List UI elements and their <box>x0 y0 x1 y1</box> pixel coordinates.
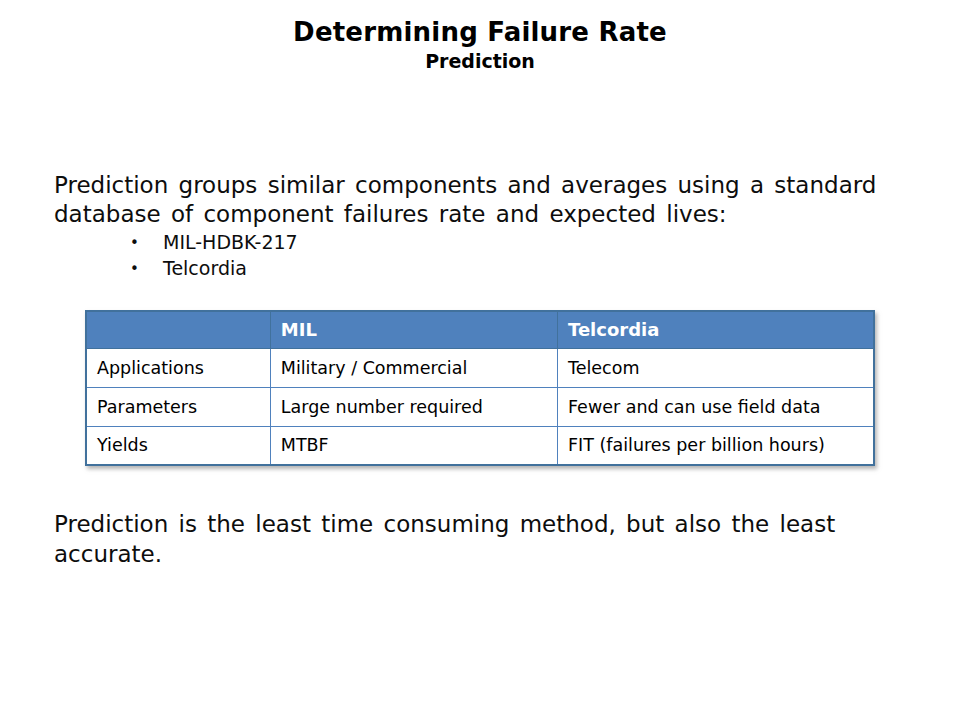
table-header-mil: MIL <box>270 311 557 348</box>
bullet-icon: • <box>130 230 139 256</box>
table-header-blank <box>86 311 270 348</box>
list-item: • MIL-HDBK-217 <box>130 229 298 255</box>
table-header-telcordia: Telcordia <box>558 311 875 348</box>
intro-paragraph: Prediction groups similar components and… <box>54 171 914 229</box>
bullet-icon: • <box>130 256 139 282</box>
table-cell: Large number required <box>270 387 557 426</box>
table-row: Yields MTBF FIT (failures per billion ho… <box>86 426 874 465</box>
page-title: Determining Failure Rate <box>0 17 960 47</box>
table-cell: FIT (failures per billion hours) <box>558 426 875 465</box>
slide-canvas: { "slide": { "title": "Determining Failu… <box>0 0 960 720</box>
bullet-list: • MIL-HDBK-217 • Telcordia <box>130 229 298 281</box>
row-label: Applications <box>86 348 270 387</box>
table-cell: Telecom <box>558 348 875 387</box>
table-header-row: MIL Telcordia <box>86 311 874 348</box>
table-row: Applications Military / Commercial Telec… <box>86 348 874 387</box>
table-row: Parameters Large number required Fewer a… <box>86 387 874 426</box>
table-cell: MTBF <box>270 426 557 465</box>
table-cell: Military / Commercial <box>270 348 557 387</box>
bullet-label: Telcordia <box>163 257 247 279</box>
footer-paragraph: Prediction is the least time consuming m… <box>54 509 914 569</box>
row-label: Yields <box>86 426 270 465</box>
table-cell: Fewer and can use field data <box>558 387 875 426</box>
list-item: • Telcordia <box>130 255 298 281</box>
page-subtitle: Prediction <box>0 50 960 72</box>
bullet-label: MIL-HDBK-217 <box>163 231 298 253</box>
row-label: Parameters <box>86 387 270 426</box>
comparison-table: MIL Telcordia Applications Military / Co… <box>85 310 875 466</box>
